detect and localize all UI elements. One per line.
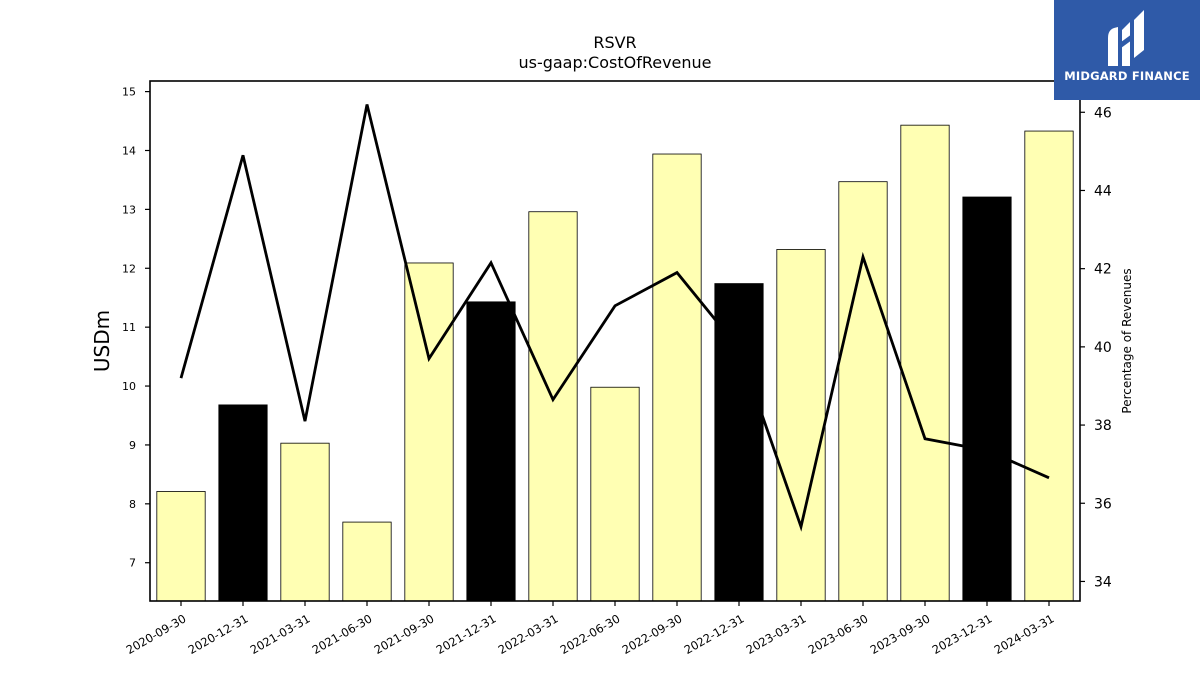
- x-tick-label: 2020-12-31: [186, 611, 251, 657]
- bar-2023-12-31: [962, 196, 1012, 602]
- y-tick-label: 13: [122, 203, 136, 216]
- x-tick-label: 2022-09-30: [620, 611, 685, 657]
- chart-subtitle: us-gaap:CostOfRevenue: [518, 53, 711, 72]
- y2-tick-label: 38: [1094, 418, 1112, 434]
- y-tick-label: 14: [122, 144, 136, 157]
- x-tick-label: 2023-12-31: [930, 611, 995, 657]
- midgard-logo-icon: [1108, 10, 1144, 66]
- bar-2024-03-31: [1024, 130, 1074, 602]
- bar-2020-12-31: [218, 404, 268, 602]
- x-tick-label: 2022-03-31: [496, 611, 561, 657]
- bar-2022-06-30: [590, 386, 640, 602]
- y-tick-label: 8: [129, 498, 136, 511]
- y2-tick-label: 42: [1094, 262, 1112, 278]
- y-tick-label: 9: [129, 439, 136, 452]
- y2-tick-label: 36: [1094, 496, 1112, 512]
- midgard-finance-logo: MIDGARD FINANCE: [1054, 0, 1200, 100]
- chart-title: RSVR: [593, 33, 636, 52]
- logo-text: MIDGARD FINANCE: [1064, 69, 1190, 83]
- percentage-line: [179, 104, 1050, 532]
- bar-2023-06-30: [838, 181, 888, 602]
- bar-2022-09-30: [652, 153, 702, 602]
- x-tick-label: 2022-12-31: [682, 611, 747, 657]
- bar-2020-09-30: [156, 491, 206, 602]
- y-tick-label: 12: [122, 262, 136, 275]
- y-axis-label: USDm: [90, 310, 114, 372]
- bar-2023-03-31: [776, 249, 826, 602]
- y2-axis-label: Percentage of Revenues: [1120, 268, 1134, 413]
- y-tick-label: 11: [122, 321, 136, 334]
- bar-2021-09-30: [404, 262, 454, 602]
- bar-2021-12-31: [466, 301, 516, 602]
- x-tick-label: 2021-12-31: [434, 611, 499, 657]
- y-tick-label: 10: [122, 380, 136, 393]
- x-tick-label: 2021-06-30: [310, 611, 375, 657]
- y2-tick-label: 40: [1094, 340, 1112, 356]
- bar-2022-03-31: [528, 211, 578, 602]
- x-tick-label: 2023-03-31: [744, 611, 809, 657]
- bar-2021-03-31: [280, 442, 330, 602]
- x-tick-label: 2024-03-31: [992, 611, 1057, 657]
- bar-2023-09-30: [900, 124, 950, 602]
- x-tick-label: 2021-03-31: [248, 611, 313, 657]
- y-tick-label: 7: [129, 557, 136, 570]
- y2-tick-label: 46: [1094, 105, 1112, 121]
- bar-2021-06-30: [342, 521, 392, 602]
- bar-2022-12-31: [714, 283, 764, 602]
- x-tick-label: 2022-06-30: [558, 611, 623, 657]
- x-tick-label: 2023-06-30: [806, 611, 871, 657]
- y2-tick-label: 34: [1094, 574, 1112, 590]
- y2-tick-label: 44: [1094, 183, 1112, 199]
- x-tick-label: 2023-09-30: [868, 611, 933, 657]
- y-tick-label: 15: [122, 86, 136, 99]
- x-tick-label: 2020-09-30: [124, 611, 189, 657]
- x-tick-label: 2021-09-30: [372, 611, 437, 657]
